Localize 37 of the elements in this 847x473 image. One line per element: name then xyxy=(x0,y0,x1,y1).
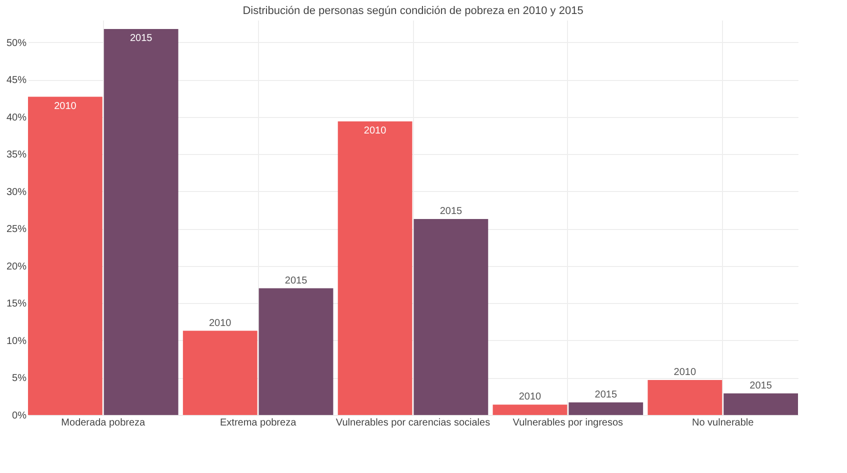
bar xyxy=(28,96,102,415)
y-tick-label: 50% xyxy=(6,38,27,49)
bar xyxy=(258,288,334,415)
x-tick-label: Vulnerables por carencias sociales xyxy=(336,418,490,428)
x-tick-label: Extrema pobreza xyxy=(220,418,297,428)
y-tick-label: 20% xyxy=(6,261,27,272)
y-tick-label: 30% xyxy=(6,186,27,198)
bar xyxy=(492,404,568,415)
text: 2015 xyxy=(440,206,462,217)
bar xyxy=(724,393,798,415)
text: 2015 xyxy=(594,389,618,400)
series-label: 2015 xyxy=(284,275,308,286)
text: 2015 xyxy=(130,32,152,44)
y-tick-label: 40% xyxy=(6,112,27,124)
series-label: 2010 xyxy=(208,318,232,329)
bar xyxy=(104,28,178,415)
y-tick-label: 35% xyxy=(6,150,27,161)
y-tick-label: 25% xyxy=(6,224,27,236)
bar xyxy=(568,402,644,415)
x-tick-label: Moderada pobreza xyxy=(61,418,146,428)
bar xyxy=(338,121,412,415)
y-tick-label: 15% xyxy=(6,298,27,310)
text: 2010 xyxy=(54,100,76,112)
text: 2010 xyxy=(364,125,386,136)
y-tick-label: 10% xyxy=(6,336,27,347)
text: 2010 xyxy=(674,366,696,378)
x-tick-label: Vulnerables por ingresos xyxy=(512,418,624,428)
y-tick-label: 45% xyxy=(6,75,27,86)
bar xyxy=(414,218,488,415)
chart-title: Distribución de personas según condición de pobreza en 2010 y 2015 xyxy=(242,5,584,17)
x-tick-label: No vulnerable xyxy=(692,418,754,428)
bar xyxy=(182,330,258,415)
text: 2010 xyxy=(518,392,542,403)
y-tick-label: 0% xyxy=(12,410,27,422)
text: 2015 xyxy=(750,380,772,392)
y-tick-label: 5% xyxy=(12,373,27,384)
bar xyxy=(648,380,722,415)
